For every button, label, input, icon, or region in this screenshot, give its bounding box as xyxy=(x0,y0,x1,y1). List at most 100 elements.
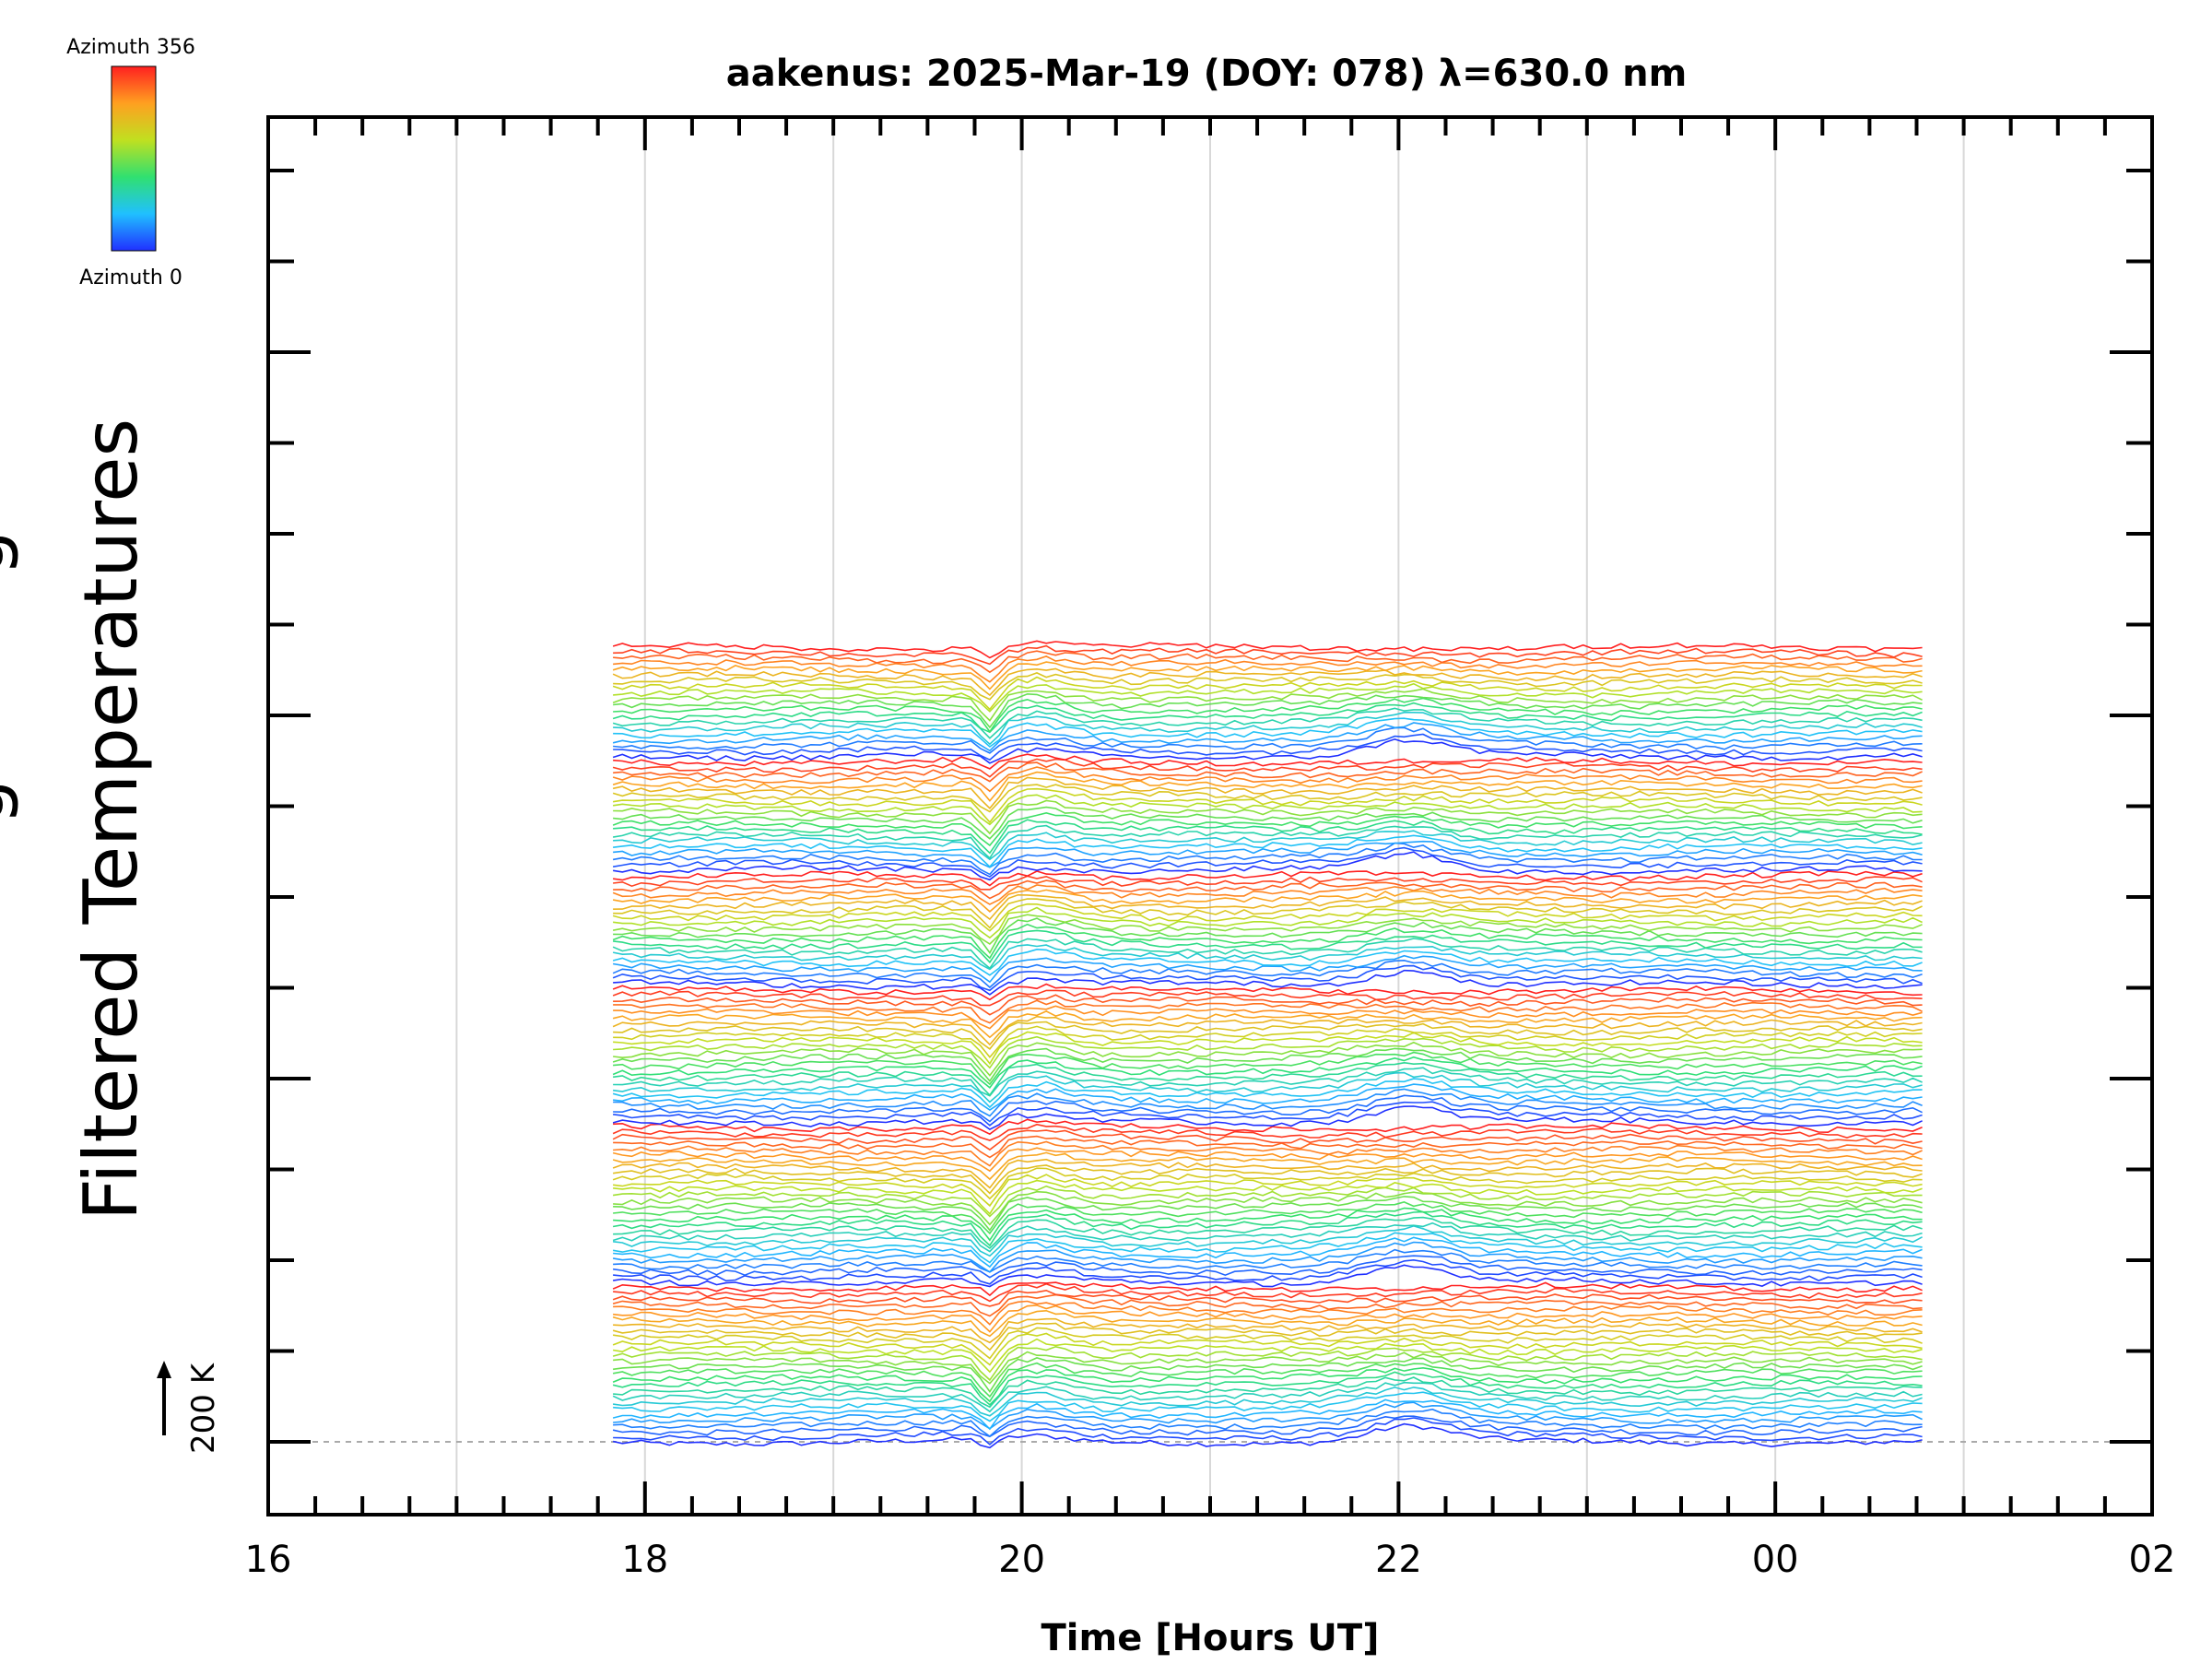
trace-line xyxy=(613,1216,1923,1250)
trace-line xyxy=(612,959,1923,989)
trace-line xyxy=(613,898,1923,929)
trace-line xyxy=(613,1005,1923,1030)
trace-line xyxy=(612,1147,1923,1173)
x-tick-label: 18 xyxy=(621,1539,668,1581)
scale-bar-arrow-icon xyxy=(157,1361,171,1378)
trace-line xyxy=(613,830,1923,861)
trace-line xyxy=(612,1281,1923,1297)
trace-line xyxy=(613,1207,1923,1242)
trace-line xyxy=(612,771,1923,802)
trace-line xyxy=(612,811,1923,847)
trace-line xyxy=(613,697,1923,734)
trace-line xyxy=(612,1047,1923,1082)
trace-line xyxy=(613,1118,1923,1136)
grid-lines xyxy=(455,117,1965,1515)
trace-line xyxy=(612,1167,1923,1200)
trace-line xyxy=(612,1071,1923,1103)
trace-line xyxy=(613,1225,1923,1257)
trace-line xyxy=(613,1282,1923,1303)
trace-line xyxy=(612,1332,1923,1366)
trace-line xyxy=(613,761,1923,783)
trace-line xyxy=(612,1158,1923,1189)
trace-line xyxy=(612,1362,1923,1398)
trace-line xyxy=(613,1201,1923,1235)
trace-line xyxy=(612,1289,1923,1307)
trace-line xyxy=(612,1221,1923,1253)
trace-line xyxy=(613,1401,1923,1430)
trace-line xyxy=(612,1015,1923,1046)
trace-line xyxy=(613,711,1923,746)
trace-line xyxy=(612,846,1923,879)
trace-line xyxy=(612,1061,1923,1097)
trace-line xyxy=(612,1174,1923,1208)
trace-line xyxy=(613,1317,1923,1344)
trace-line xyxy=(612,1387,1923,1417)
trace-line xyxy=(613,644,1923,666)
trace-line xyxy=(612,954,1923,984)
trace-line xyxy=(613,1391,1923,1422)
trace-line xyxy=(613,1021,1923,1050)
trace-line xyxy=(613,1248,1923,1273)
trace-line xyxy=(613,994,1923,1016)
trace-line xyxy=(613,929,1923,964)
trace-line xyxy=(612,842,1923,876)
trace-line xyxy=(612,906,1923,939)
trace-line xyxy=(612,738,1923,764)
trace-line xyxy=(612,884,1923,905)
trace-line xyxy=(612,1151,1923,1181)
trace-line xyxy=(613,1051,1923,1086)
trace-line xyxy=(613,1067,1923,1097)
trace-line xyxy=(613,879,1923,900)
trace-line xyxy=(613,969,1923,996)
trace-line xyxy=(612,661,1923,690)
trace-line xyxy=(612,1422,1923,1449)
trace-line xyxy=(613,655,1923,683)
scale-bar-label: 200 K xyxy=(185,1362,222,1454)
trace-line xyxy=(612,948,1923,976)
trace-line xyxy=(612,1357,1923,1394)
trace-line xyxy=(612,1366,1923,1403)
trace-line xyxy=(612,1264,1923,1288)
trace-line xyxy=(613,733,1923,761)
trace-line xyxy=(613,692,1923,729)
x-tick-labels: 16 18 20 22 00 02 xyxy=(245,1539,2176,1581)
trace-line xyxy=(613,1300,1923,1326)
trace-line xyxy=(613,1236,1923,1269)
x-tick-label: 22 xyxy=(1375,1539,1422,1581)
trace-line xyxy=(612,1327,1923,1360)
trace-line xyxy=(612,964,1923,992)
trace-line xyxy=(613,1035,1923,1069)
trace-line xyxy=(612,776,1923,809)
x-tick-label: 20 xyxy=(998,1539,1045,1581)
trace-line xyxy=(612,707,1923,739)
trace-line xyxy=(612,1345,1923,1382)
trace-line xyxy=(612,787,1923,824)
trace-line xyxy=(612,1398,1923,1431)
trace-line xyxy=(612,1338,1923,1374)
trace-line xyxy=(612,923,1923,960)
trace-line xyxy=(613,1351,1923,1385)
trace-line xyxy=(613,1417,1923,1446)
trace-line xyxy=(613,1088,1923,1117)
trace-line xyxy=(612,1129,1923,1151)
x-tick-label: 00 xyxy=(1752,1539,1799,1581)
trace-line xyxy=(612,1123,1923,1141)
trace-line xyxy=(612,851,1923,881)
trace-line xyxy=(612,983,1923,1001)
trace-line xyxy=(613,1140,1923,1167)
trace-line xyxy=(612,1056,1923,1090)
y-axis-label: Filtered Temperatures xyxy=(68,419,154,1221)
trace-line xyxy=(613,1025,1923,1059)
trace-line xyxy=(612,914,1923,946)
trace-line xyxy=(612,676,1923,711)
x-tick-label: 02 xyxy=(2129,1539,2176,1581)
colorbar-bottom-label: Azimuth 0 xyxy=(79,266,182,289)
trace-line xyxy=(612,1105,1923,1131)
trace-line xyxy=(613,1083,1923,1111)
trace-line xyxy=(613,1031,1923,1066)
trace-line xyxy=(612,1232,1923,1264)
trace-line xyxy=(612,1381,1923,1413)
trace-line xyxy=(612,944,1923,971)
x-tick-label: 16 xyxy=(245,1539,292,1581)
